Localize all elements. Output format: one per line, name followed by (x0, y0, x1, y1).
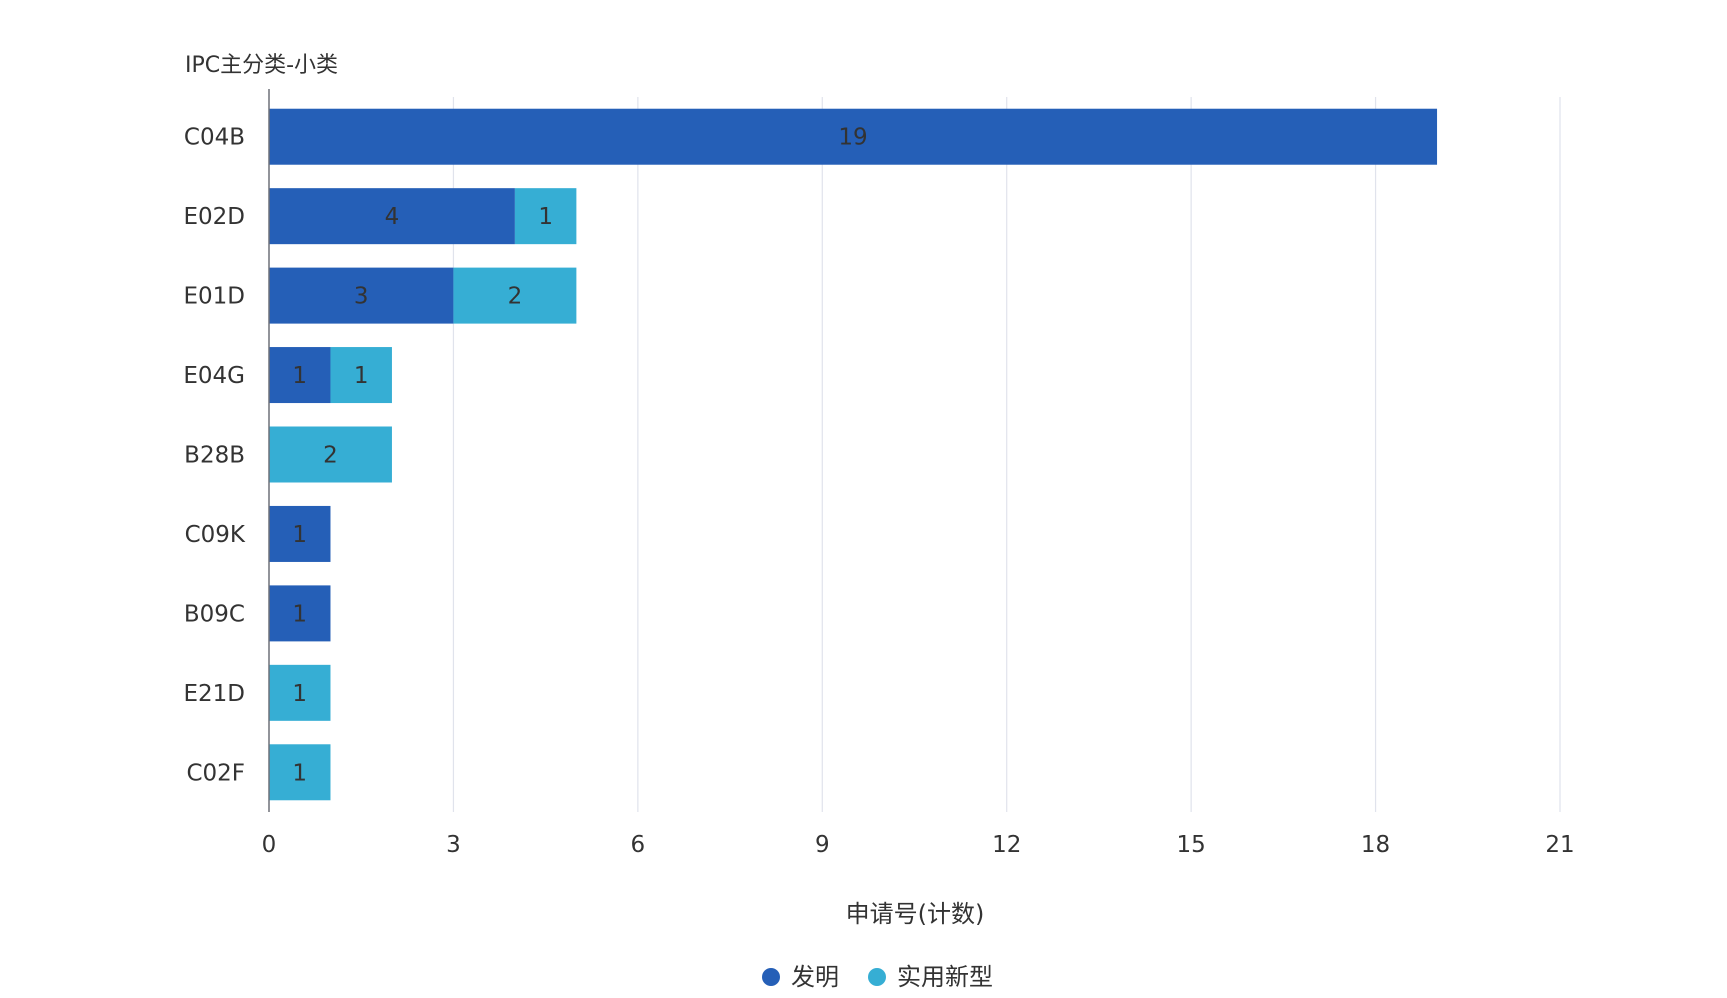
x-tick-label: 12 (992, 832, 1021, 858)
legend[interactable]: 发明 实用新型 (762, 963, 993, 991)
legend-label: 实用新型 (897, 963, 993, 991)
data-label-E21D-utility: 1 (292, 681, 307, 707)
y-tick-label: C02F (186, 760, 245, 786)
data-label-E02D-invention: 4 (385, 204, 400, 230)
x-tick-label: 0 (262, 832, 277, 858)
data-label-E01D-invention: 3 (354, 284, 369, 310)
legend-item-utility[interactable]: 实用新型 (868, 963, 993, 991)
data-label-E02D-utility: 1 (538, 204, 553, 230)
data-label-E04G-utility: 1 (354, 363, 369, 389)
y-tick-label: E02D (183, 204, 245, 230)
data-label-C04B-invention: 19 (838, 125, 867, 151)
y-tick-label: C09K (185, 522, 246, 548)
grid-lines (453, 97, 1560, 812)
x-tick-label: 18 (1361, 832, 1390, 858)
data-label-C09K-invention: 1 (292, 522, 307, 548)
x-tick-label: 15 (1177, 832, 1206, 858)
data-label-B09C-invention: 1 (292, 601, 307, 627)
bars (269, 109, 1437, 801)
data-label-E01D-utility: 2 (508, 284, 523, 310)
legend-label: 发明 (791, 963, 839, 991)
y-tick-label: B09C (184, 601, 245, 627)
x-tick-label: 21 (1545, 832, 1574, 858)
legend-marker (868, 968, 886, 986)
y-tick-label: C04B (184, 125, 245, 151)
y-tick-label: B28B (184, 443, 245, 469)
y-tick-label: E04G (183, 363, 245, 389)
x-tick-label: 6 (631, 832, 646, 858)
data-label-B28B-utility: 2 (323, 443, 338, 469)
data-label-C02F-utility: 1 (292, 760, 307, 786)
y-tick-labels: C04B E02D E01D E04G B28B C09K B09C E21D C02F (183, 125, 246, 787)
y-tick-label: E21D (183, 681, 245, 707)
legend-item-invention[interactable]: 发明 (762, 963, 839, 991)
x-tick-label: 3 (446, 832, 461, 858)
x-tick-label: 9 (815, 832, 830, 858)
x-tick-labels: 0 3 6 9 12 15 18 21 (262, 832, 1575, 858)
legend-marker (762, 968, 780, 986)
y-tick-label: E01D (183, 284, 245, 310)
y-axis-title: IPC主分类-小类 (185, 53, 338, 78)
x-axis-title: 申请号(计数) (846, 900, 985, 928)
data-label-E04G-invention: 1 (292, 363, 307, 389)
